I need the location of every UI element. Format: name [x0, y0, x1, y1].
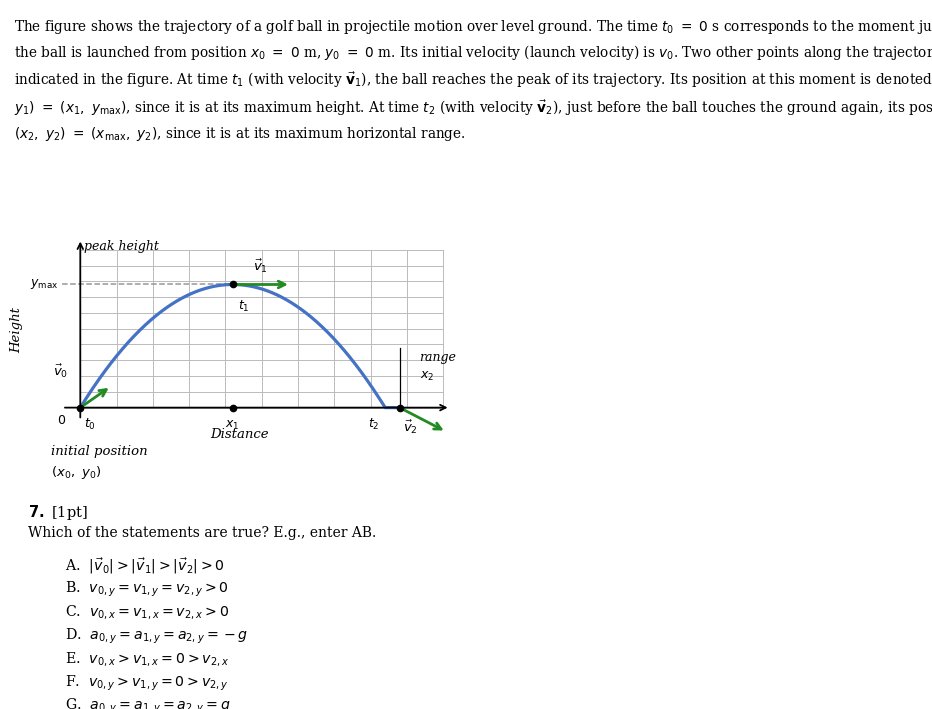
Text: $\vec{v}_0$: $\vec{v}_0$	[53, 362, 68, 380]
Text: $0$: $0$	[57, 414, 66, 427]
Text: $x_1$: $x_1$	[226, 419, 240, 432]
Text: initial position: initial position	[51, 445, 148, 457]
Text: $(x_0,\ y_0)$: $(x_0,\ y_0)$	[51, 464, 102, 481]
Text: $\vec{v}_2$: $\vec{v}_2$	[404, 419, 418, 436]
Text: Which of the statements are true? E.g., enter AB.: Which of the statements are true? E.g., …	[28, 526, 377, 540]
Text: The figure shows the trajectory of a golf ball in projectile motion over level g: The figure shows the trajectory of a gol…	[14, 18, 932, 143]
Text: $\mathbf{7.}$ [1pt]: $\mathbf{7.}$ [1pt]	[28, 503, 88, 523]
Text: range: range	[419, 351, 457, 364]
Text: $t_2$: $t_2$	[368, 417, 379, 432]
Text: A.  $|\vec{v}_0| > |\vec{v}_1| > |\vec{v}_2| > 0$: A. $|\vec{v}_0| > |\vec{v}_1| > |\vec{v}…	[65, 557, 226, 576]
Text: B.  $v_{0,y} = v_{1,y} = v_{2,y} > 0$: B. $v_{0,y} = v_{1,y} = v_{2,y} > 0$	[65, 580, 229, 599]
Text: peak height: peak height	[84, 240, 158, 253]
Text: F.  $v_{0,y} > v_{1,y} = 0 > v_{2,y}$: F. $v_{0,y} > v_{1,y} = 0 > v_{2,y}$	[65, 674, 229, 693]
Text: D.  $a_{0,y} = a_{1,y} = a_{2,y} = -g$: D. $a_{0,y} = a_{1,y} = a_{2,y} = -g$	[65, 627, 249, 646]
Text: C.  $v_{0,x} = v_{1,x} = v_{2,x} > 0$: C. $v_{0,x} = v_{1,x} = v_{2,x} > 0$	[65, 603, 229, 621]
Text: $\vec{v}_1$: $\vec{v}_1$	[253, 257, 267, 275]
Text: G.  $a_{0,y} = a_{1,y} = a_{2,y} = g$: G. $a_{0,y} = a_{1,y} = a_{2,y} = g$	[65, 697, 231, 709]
Text: Distance: Distance	[211, 428, 269, 441]
Text: $y_{\rm max}$: $y_{\rm max}$	[30, 277, 59, 291]
Text: $x_2$: $x_2$	[419, 369, 434, 383]
Text: E.  $v_{0,x} > v_{1,x} = 0 > v_{2,x}$: E. $v_{0,x} > v_{1,x} = 0 > v_{2,x}$	[65, 650, 229, 668]
Text: $t_0$: $t_0$	[84, 417, 96, 432]
Text: $t_1$: $t_1$	[239, 298, 250, 314]
Text: Height: Height	[10, 307, 23, 352]
